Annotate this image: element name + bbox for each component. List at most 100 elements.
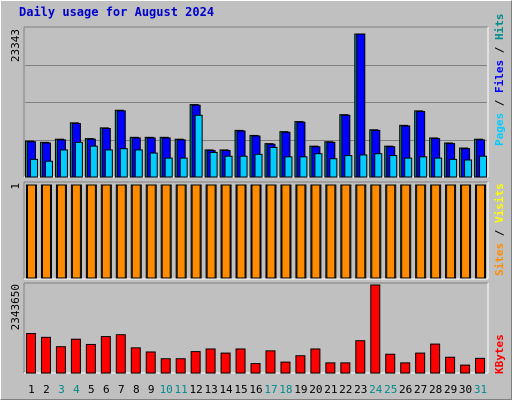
sites-bar — [446, 184, 456, 279]
legend-pages-files-hits-part: Hits — [493, 14, 506, 41]
sites-bar — [71, 184, 81, 279]
kbytes-bar — [160, 358, 171, 374]
kbytes-bar — [40, 336, 51, 374]
pages-bar — [104, 149, 113, 178]
pages-bar — [284, 156, 293, 178]
kbytes-bar — [310, 348, 321, 374]
pages-bar — [419, 156, 428, 178]
day-label: 22 — [339, 383, 352, 396]
pages-bar — [59, 149, 68, 178]
kbytes-bar — [250, 363, 261, 374]
pages-bar — [329, 158, 338, 178]
pages-bar — [254, 153, 263, 178]
day-label: 28 — [429, 383, 442, 396]
sites-bar — [371, 184, 381, 279]
pages-bar — [314, 153, 323, 178]
kbytes-bar — [325, 362, 336, 374]
kbytes-bar — [175, 358, 186, 374]
day-label: 6 — [103, 383, 110, 396]
legend-pages-files-hits-part: / — [493, 93, 506, 113]
pages-bar — [134, 149, 143, 178]
day-label: 2 — [43, 383, 50, 396]
day-label: 18 — [279, 383, 292, 396]
legend-sites-visits-part: / — [493, 223, 506, 243]
day-label: 15 — [234, 383, 247, 396]
sites-bar — [311, 184, 321, 279]
day-label: 9 — [148, 383, 155, 396]
chart-title: Daily usage for August 2024 — [19, 5, 215, 19]
kbytes-bar — [70, 338, 81, 374]
day-label: 10 — [160, 383, 173, 396]
pages-bar — [224, 155, 233, 178]
pages-bar — [194, 114, 203, 178]
sites-bar — [41, 184, 51, 279]
sites-bar — [326, 184, 336, 279]
sites-bar — [476, 184, 486, 279]
pages-bar — [119, 148, 128, 178]
day-label: 13 — [204, 383, 217, 396]
day-label: 17 — [264, 383, 277, 396]
kbytes-bar — [385, 353, 396, 374]
day-label: 29 — [444, 383, 457, 396]
sites-bar — [251, 184, 261, 279]
sites-bar — [341, 184, 351, 279]
legend-sites-visits: Sites / Visits — [493, 183, 506, 276]
kbytes-bar — [340, 362, 351, 374]
day-label: 25 — [384, 383, 397, 396]
kbytes-bar — [445, 356, 456, 374]
pages-bar — [149, 152, 158, 178]
kbytes-bar — [265, 350, 276, 374]
legend-pages-files-hits: Pages / Files / Hits — [493, 14, 506, 147]
sites-bar — [116, 184, 126, 279]
sites-bar — [431, 184, 441, 279]
kbytes-bar — [235, 348, 246, 374]
pages-bar — [479, 155, 488, 178]
day-label: 31 — [474, 383, 487, 396]
pages-bar — [239, 155, 248, 178]
sites-bar — [56, 184, 66, 279]
sites-bar — [356, 184, 366, 279]
legend-sites-visits-part: Sites — [493, 243, 506, 276]
legend-pages-files-hits-part: / — [493, 40, 506, 60]
kbytes-bar — [295, 355, 306, 374]
pages-bar — [74, 141, 83, 178]
day-label: 4 — [73, 383, 80, 396]
sites-bar — [176, 184, 186, 279]
kbytes-bar — [460, 364, 471, 374]
pages-bar — [434, 157, 443, 178]
sites-bar — [281, 184, 291, 279]
pages-bar — [359, 154, 368, 178]
sites-bar — [131, 184, 141, 279]
pages-bar — [44, 160, 53, 178]
day-label: 11 — [175, 383, 188, 396]
day-label: 20 — [309, 383, 322, 396]
day-label: 16 — [249, 383, 262, 396]
sites-bar — [161, 184, 171, 279]
sites-bar — [206, 184, 216, 279]
sites-bar — [461, 184, 471, 279]
sites-bar — [416, 184, 426, 279]
legend-kbytes-part: KBytes — [493, 334, 506, 374]
day-label: 30 — [459, 383, 472, 396]
legend-pages-files-hits-part: Pages — [493, 113, 506, 146]
pages-bar — [30, 158, 38, 178]
kbytes-bar — [190, 351, 201, 374]
pages-bar — [449, 158, 458, 178]
day-label: 26 — [399, 383, 412, 396]
pages-bar — [164, 157, 173, 178]
sites-bar — [146, 184, 156, 279]
day-label: 27 — [414, 383, 427, 396]
sites-bar — [221, 184, 231, 279]
pages-bar — [269, 146, 278, 178]
sites-bar — [191, 184, 201, 279]
day-label: 12 — [190, 383, 203, 396]
kbytes-bar — [85, 343, 96, 374]
kbytes-bar — [430, 343, 441, 374]
sites-bar — [386, 184, 396, 279]
day-label: 1 — [28, 383, 35, 396]
day-label: 5 — [88, 383, 95, 396]
kbytes-bar — [115, 334, 126, 374]
kbytes-bar — [145, 351, 156, 374]
day-label: 7 — [118, 383, 125, 396]
